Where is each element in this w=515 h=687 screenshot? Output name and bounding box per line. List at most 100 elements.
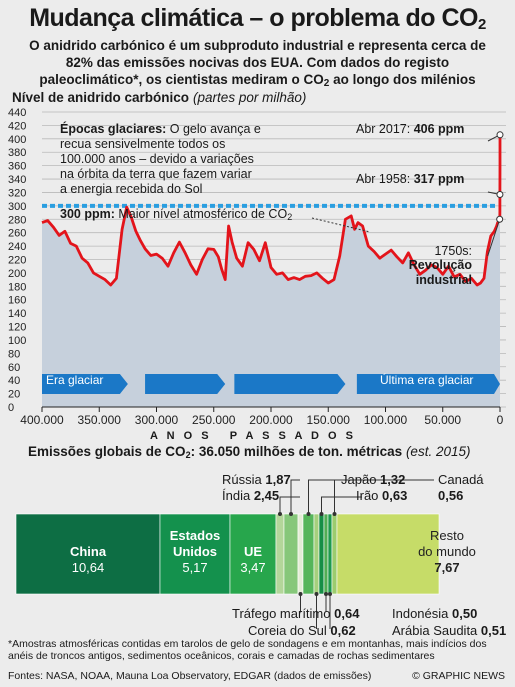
ultima-era-label: Última era glaciar: [380, 373, 474, 387]
y-tick-label: 180: [8, 281, 26, 293]
leader-dot: [298, 592, 303, 596]
sources: Fontes: NASA, NOAA, Mauna Loa Observator…: [8, 670, 372, 682]
leader-dot: [324, 592, 328, 596]
markers: [311, 131, 504, 257]
emission-segment: [297, 513, 304, 595]
emission-segment: [331, 513, 338, 595]
leader-dot: [319, 512, 324, 516]
x-tick-label: 0: [497, 413, 504, 427]
label-japao: Japão 1,32: [341, 472, 406, 487]
y-tick-label: 380: [8, 147, 26, 159]
segment-resto-label: Resto do mundo 7,67: [418, 528, 476, 575]
marker-leader: [487, 219, 501, 257]
ppm300-annotation: 300 ppm: Maior nível atmosférico de CO2: [60, 207, 293, 222]
label-irao: Irão 0,63: [356, 488, 408, 503]
emission-segment: [327, 513, 333, 595]
segment-china-label: China 10,64: [69, 544, 107, 575]
y-tick-label: 300: [8, 201, 26, 213]
marker-dot: [496, 190, 504, 198]
label-leader: [334, 479, 434, 514]
x-tick-label: 400.000: [20, 413, 64, 427]
y-tick-label: 220: [8, 255, 26, 267]
glacial-bands: [42, 374, 500, 394]
y-tick-label: 280: [8, 214, 26, 226]
y-tick-label: 340: [8, 174, 26, 186]
label-trafego: Tráfego marítimo 0,64: [232, 606, 360, 621]
footnote: *Amostras atmosféricas contidas em tarol…: [8, 638, 487, 662]
x-axis-title: A N O S P A S S A D O S: [150, 430, 357, 442]
label-leader: [279, 496, 300, 514]
y-tick-label: 100: [8, 335, 26, 347]
y-tick-label: 80: [8, 348, 20, 360]
y-tick-label: 400: [8, 134, 26, 146]
y-tick-label: 440: [8, 107, 26, 119]
leader-dot: [278, 512, 282, 516]
glacial-band: [356, 374, 500, 394]
y-tick-label: 120: [8, 322, 26, 334]
chart-title: Nível de anidrido carbónico (partes por m…: [12, 90, 307, 105]
page-subtitle: O anidrido carbónico é um subproduto ind…: [29, 38, 486, 89]
x-axis-ticks: 400.000 350.000 300.000 250.000 200.000 150.0…: [20, 406, 504, 427]
x-tick-label: 250.000: [192, 413, 236, 427]
y-tick-label: 140: [8, 308, 26, 320]
glacial-band: [234, 374, 346, 394]
x-tick-label: 350.000: [78, 413, 122, 427]
emission-segment: [323, 513, 329, 595]
label-canada-value: 0,56: [438, 488, 464, 503]
co2-line: [41, 134, 502, 287]
emission-segment: [229, 513, 277, 595]
glacial-band: [42, 374, 128, 394]
glacial-annotation: Épocas glaciares: O gelo avança e recua …: [60, 122, 261, 196]
glacial-band: [145, 374, 226, 394]
emission-segment: [318, 513, 325, 595]
marker-dot: [496, 215, 504, 223]
x-tick-label: 50.000: [424, 413, 461, 427]
emission-segment: [302, 513, 315, 595]
label-coreia: Coreia do Sul 0,62: [248, 623, 356, 638]
x-tick-label: 300.000: [135, 413, 179, 427]
leader-dot: [289, 512, 293, 516]
x-tick-label: 100.000: [364, 413, 408, 427]
leader-dot: [314, 592, 319, 596]
emission-segment: [336, 513, 440, 595]
label-leader: [321, 496, 362, 514]
y-axis-ticks: 0204060801001201401601802002202402602803…: [8, 107, 26, 414]
y-tick-label: 240: [8, 241, 26, 253]
abr2017-annotation: Abr 2017: 406 ppm: [356, 122, 465, 136]
label-leader: [290, 479, 300, 514]
y-tick-label: 60: [8, 362, 20, 374]
marker-dot: [496, 131, 504, 139]
y-tick-label: 320: [8, 187, 26, 199]
y-tick-label: 160: [8, 295, 26, 307]
s1750-annotation: 1750s:: [434, 244, 472, 258]
page-title: Mudança climática – o problema do CO2: [29, 4, 486, 33]
emissions-bar: [15, 479, 440, 629]
emission-segment: [313, 513, 320, 595]
label-indonesia: Indonésia 0,50: [392, 606, 478, 621]
y-tick-label: 0: [8, 402, 14, 414]
segment-ue-label: UE 3,47: [240, 544, 266, 575]
y-tick-label: 420: [8, 120, 26, 132]
y-tick-label: 20: [8, 389, 20, 401]
leader-dot: [306, 512, 311, 516]
y-tick-label: 40: [8, 375, 20, 387]
y-tick-label: 260: [8, 228, 26, 240]
credit: © GRAPHIC NEWS: [412, 670, 505, 682]
label-canada: Canadá: [438, 472, 484, 487]
co2-area: [42, 134, 500, 408]
ppm300-pointer: [311, 217, 371, 233]
era-glaciar-label: Era glaciar: [46, 373, 104, 387]
label-arabia: Arábia Saudita 0,51: [392, 623, 507, 638]
leader-dot: [332, 512, 337, 516]
y-tick-label: 200: [8, 268, 26, 280]
emission-segment: [15, 513, 161, 595]
emission-segment: [283, 513, 299, 595]
emission-segment: [275, 513, 285, 595]
label-russia: Rússia 1,87: [222, 472, 291, 487]
emissions-title: Emissões globais de CO2: 36.050 milhões …: [28, 444, 471, 460]
s1750-label: Revolução industrial: [408, 258, 472, 287]
segment-eua-label: Estados Unidos 5,17: [169, 528, 221, 575]
x-tick-label: 150.000: [307, 413, 351, 427]
leader-dot: [328, 592, 332, 596]
